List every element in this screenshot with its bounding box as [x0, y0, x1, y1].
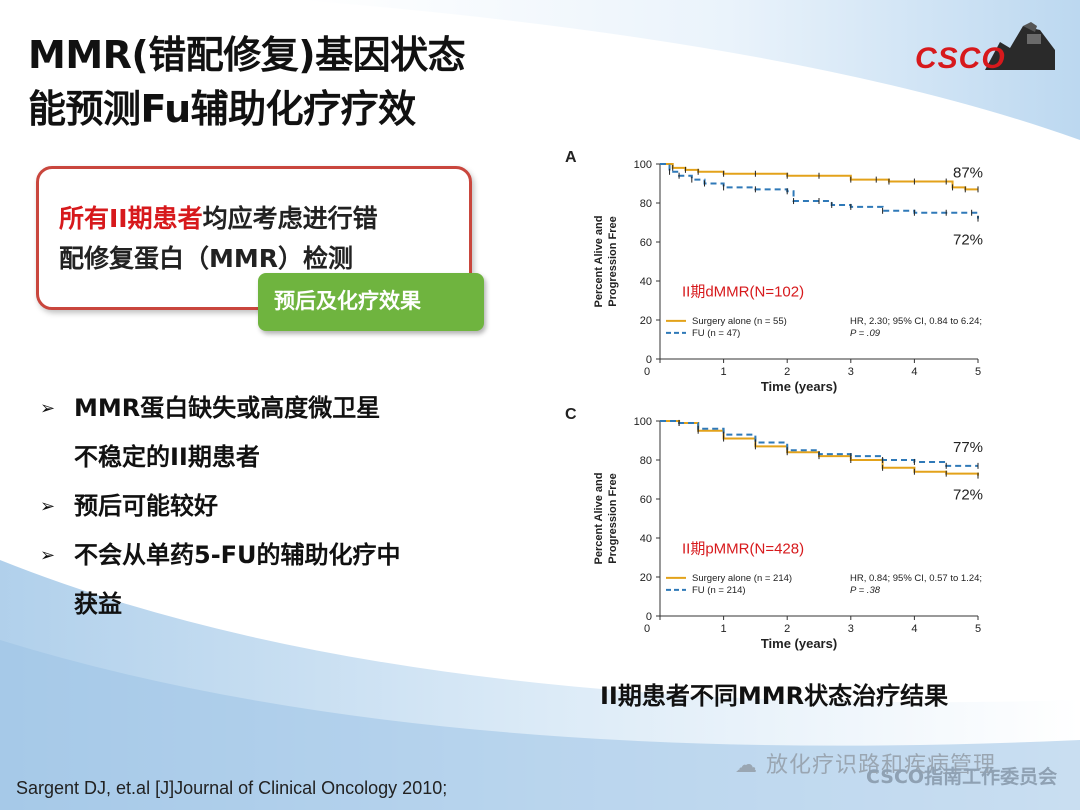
slide-title: MMR(错配修复)基因状态 能预测Fu辅助化疗疗效	[28, 28, 466, 136]
bullet-item-1: ➢ MMR蛋白缺失或高度微卫星	[40, 384, 460, 433]
arrow-bullet-icon: ➢	[40, 545, 56, 566]
x-axis-label: Time (years)	[761, 379, 837, 394]
watermark-text: ☁ 放化疗识路和疾病管理	[735, 747, 996, 779]
bullet-list: ➢ MMR蛋白缺失或高度微卫星 不稳定的II期患者 ➢ 预后可能较好 ➢ 不会从单药5…	[40, 384, 460, 629]
bullet-item-3: ➢ 不会从单药5-FU的辅助化疗中	[40, 531, 460, 580]
bullet-2-line-1: 预后可能较好	[74, 492, 218, 520]
legend-label: Surgery alone (n = 214)	[692, 573, 792, 584]
y-tick-label: 20	[640, 315, 652, 327]
hr-stat-text: HR, 2.30; 95% CI, 0.84 to 6.24;	[850, 316, 982, 327]
end-percent-label: 87%	[953, 164, 983, 181]
hr-stat-text: HR, 0.84; 95% CI, 0.57 to 1.24;	[850, 573, 982, 584]
y-tick-label: 100	[634, 159, 652, 171]
end-percent-label: 77%	[953, 439, 983, 456]
bullet-3-line-1: 不会从单药5-FU的辅助化疗中	[74, 541, 401, 569]
x-tick-label: 3	[848, 623, 854, 635]
y-tick-label: 0	[646, 611, 652, 623]
prognosis-tag: 预后及化疗效果	[258, 273, 484, 331]
callout-highlight: 所有II期患者	[59, 204, 203, 233]
km-charts-panel: A 0 20 40 60 80 100 0 1 2 3 4 5 Time (years) Percent A…	[555, 138, 1035, 658]
bullet-3-line-2: 获益	[74, 590, 122, 618]
wechat-icon: ☁	[735, 753, 758, 778]
y-tick-label: 100	[634, 416, 652, 428]
arrow-bullet-icon: ➢	[40, 398, 56, 419]
bullet-item-1-cont: 不稳定的II期患者	[40, 433, 460, 482]
panel-letter-C: C	[565, 406, 577, 423]
x-tick-label: 5	[975, 623, 981, 635]
callout-line-2: 配修复蛋白（MMR）检测	[59, 244, 354, 273]
y-tick-label: 40	[640, 276, 652, 288]
watermark-committee: CSCO指南工作委员会	[866, 766, 1058, 788]
x-tick-label: 1	[721, 366, 727, 378]
bullet-1-line-1: MMR蛋白缺失或高度微卫星	[74, 394, 381, 422]
arrow-bullet-icon: ➢	[40, 496, 56, 517]
x-tick-label: 2	[784, 366, 790, 378]
p-value-text: P = .09	[850, 328, 881, 339]
y-tick-label: 40	[640, 533, 652, 545]
legend-label: FU (n = 214)	[692, 585, 746, 596]
x-tick-label: 2	[784, 623, 790, 635]
great-wall-icon	[985, 22, 1055, 70]
legend-label: Surgery alone (n = 55)	[692, 316, 787, 327]
y-tick-label: 80	[640, 455, 652, 467]
y-tick-label: 0	[646, 354, 652, 366]
cohort-annotation: II期dMMR(N=102)	[682, 284, 804, 301]
callout-line-1-rest: 均应考虑进行错	[202, 204, 378, 233]
legend-label: FU (n = 47)	[692, 328, 740, 339]
logo-text: CSCO	[915, 42, 1006, 75]
end-percent-label: 72%	[953, 232, 983, 249]
chart-caption: II期患者不同MMR状态治疗结果	[600, 682, 949, 710]
x-tick-label: 4	[911, 623, 917, 635]
watermark-label: 放化疗识路和疾病管理	[766, 753, 997, 778]
p-value-text: P = .38	[850, 585, 881, 596]
y-tick-label: 60	[640, 494, 652, 506]
bullet-1-line-2: 不稳定的II期患者	[74, 443, 260, 471]
y-axis-label: Percent Alive and Progression Free	[593, 473, 619, 565]
x-tick-label: 0	[644, 623, 650, 635]
x-tick-label: 5	[975, 366, 981, 378]
bullet-item-3-cont: 获益	[40, 580, 460, 629]
csco-logo: CSCO	[905, 20, 1065, 80]
end-percent-label: 72%	[953, 487, 983, 504]
y-tick-label: 20	[640, 572, 652, 584]
x-tick-label: 3	[848, 366, 854, 378]
reference-citation: Sargent DJ, et.al [J]Journal of Clinical…	[16, 778, 448, 798]
callout-box: 所有II期患者均应考虑进行错 配修复蛋白（MMR）检测	[36, 166, 472, 310]
y-axis-label: Percent Alive and Progression Free	[593, 216, 619, 308]
cohort-annotation: II期pMMR(N=428)	[682, 541, 804, 558]
x-axis-label: Time (years)	[761, 636, 837, 651]
panel-letter-A: A	[565, 149, 577, 166]
x-tick-label: 4	[911, 366, 917, 378]
title-line-2: 能预测Fu辅助化疗疗效	[28, 87, 416, 131]
y-tick-label: 80	[640, 198, 652, 210]
title-line-1: MMR(错配修复)基因状态	[28, 33, 466, 77]
bullet-item-2: ➢ 预后可能较好	[40, 482, 460, 531]
callout-text: 所有II期患者均应考虑进行错 配修复蛋白（MMR）检测	[59, 199, 459, 279]
x-tick-label: 0	[644, 366, 650, 378]
x-tick-label: 1	[721, 623, 727, 635]
km-curve-fu	[660, 420, 978, 467]
y-tick-label: 60	[640, 237, 652, 249]
